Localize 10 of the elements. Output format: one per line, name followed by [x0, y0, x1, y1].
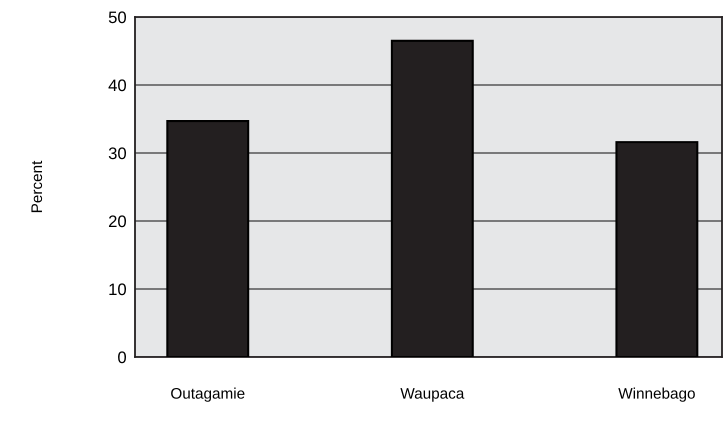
x-tick-label: Waupaca	[400, 388, 464, 402]
y-tick-label: 30	[108, 147, 126, 160]
y-axis-title: Percent	[31, 160, 42, 212]
y-tick-label: 40	[108, 79, 126, 92]
y-tick-label: 0	[118, 351, 126, 364]
y-tick-label: 50	[108, 11, 126, 24]
y-tick-label: 10	[109, 283, 126, 296]
x-tick-label: Winnebago	[618, 388, 695, 402]
x-tick-label: Outagamie	[171, 388, 244, 402]
y-tick-label: 20	[108, 215, 126, 228]
